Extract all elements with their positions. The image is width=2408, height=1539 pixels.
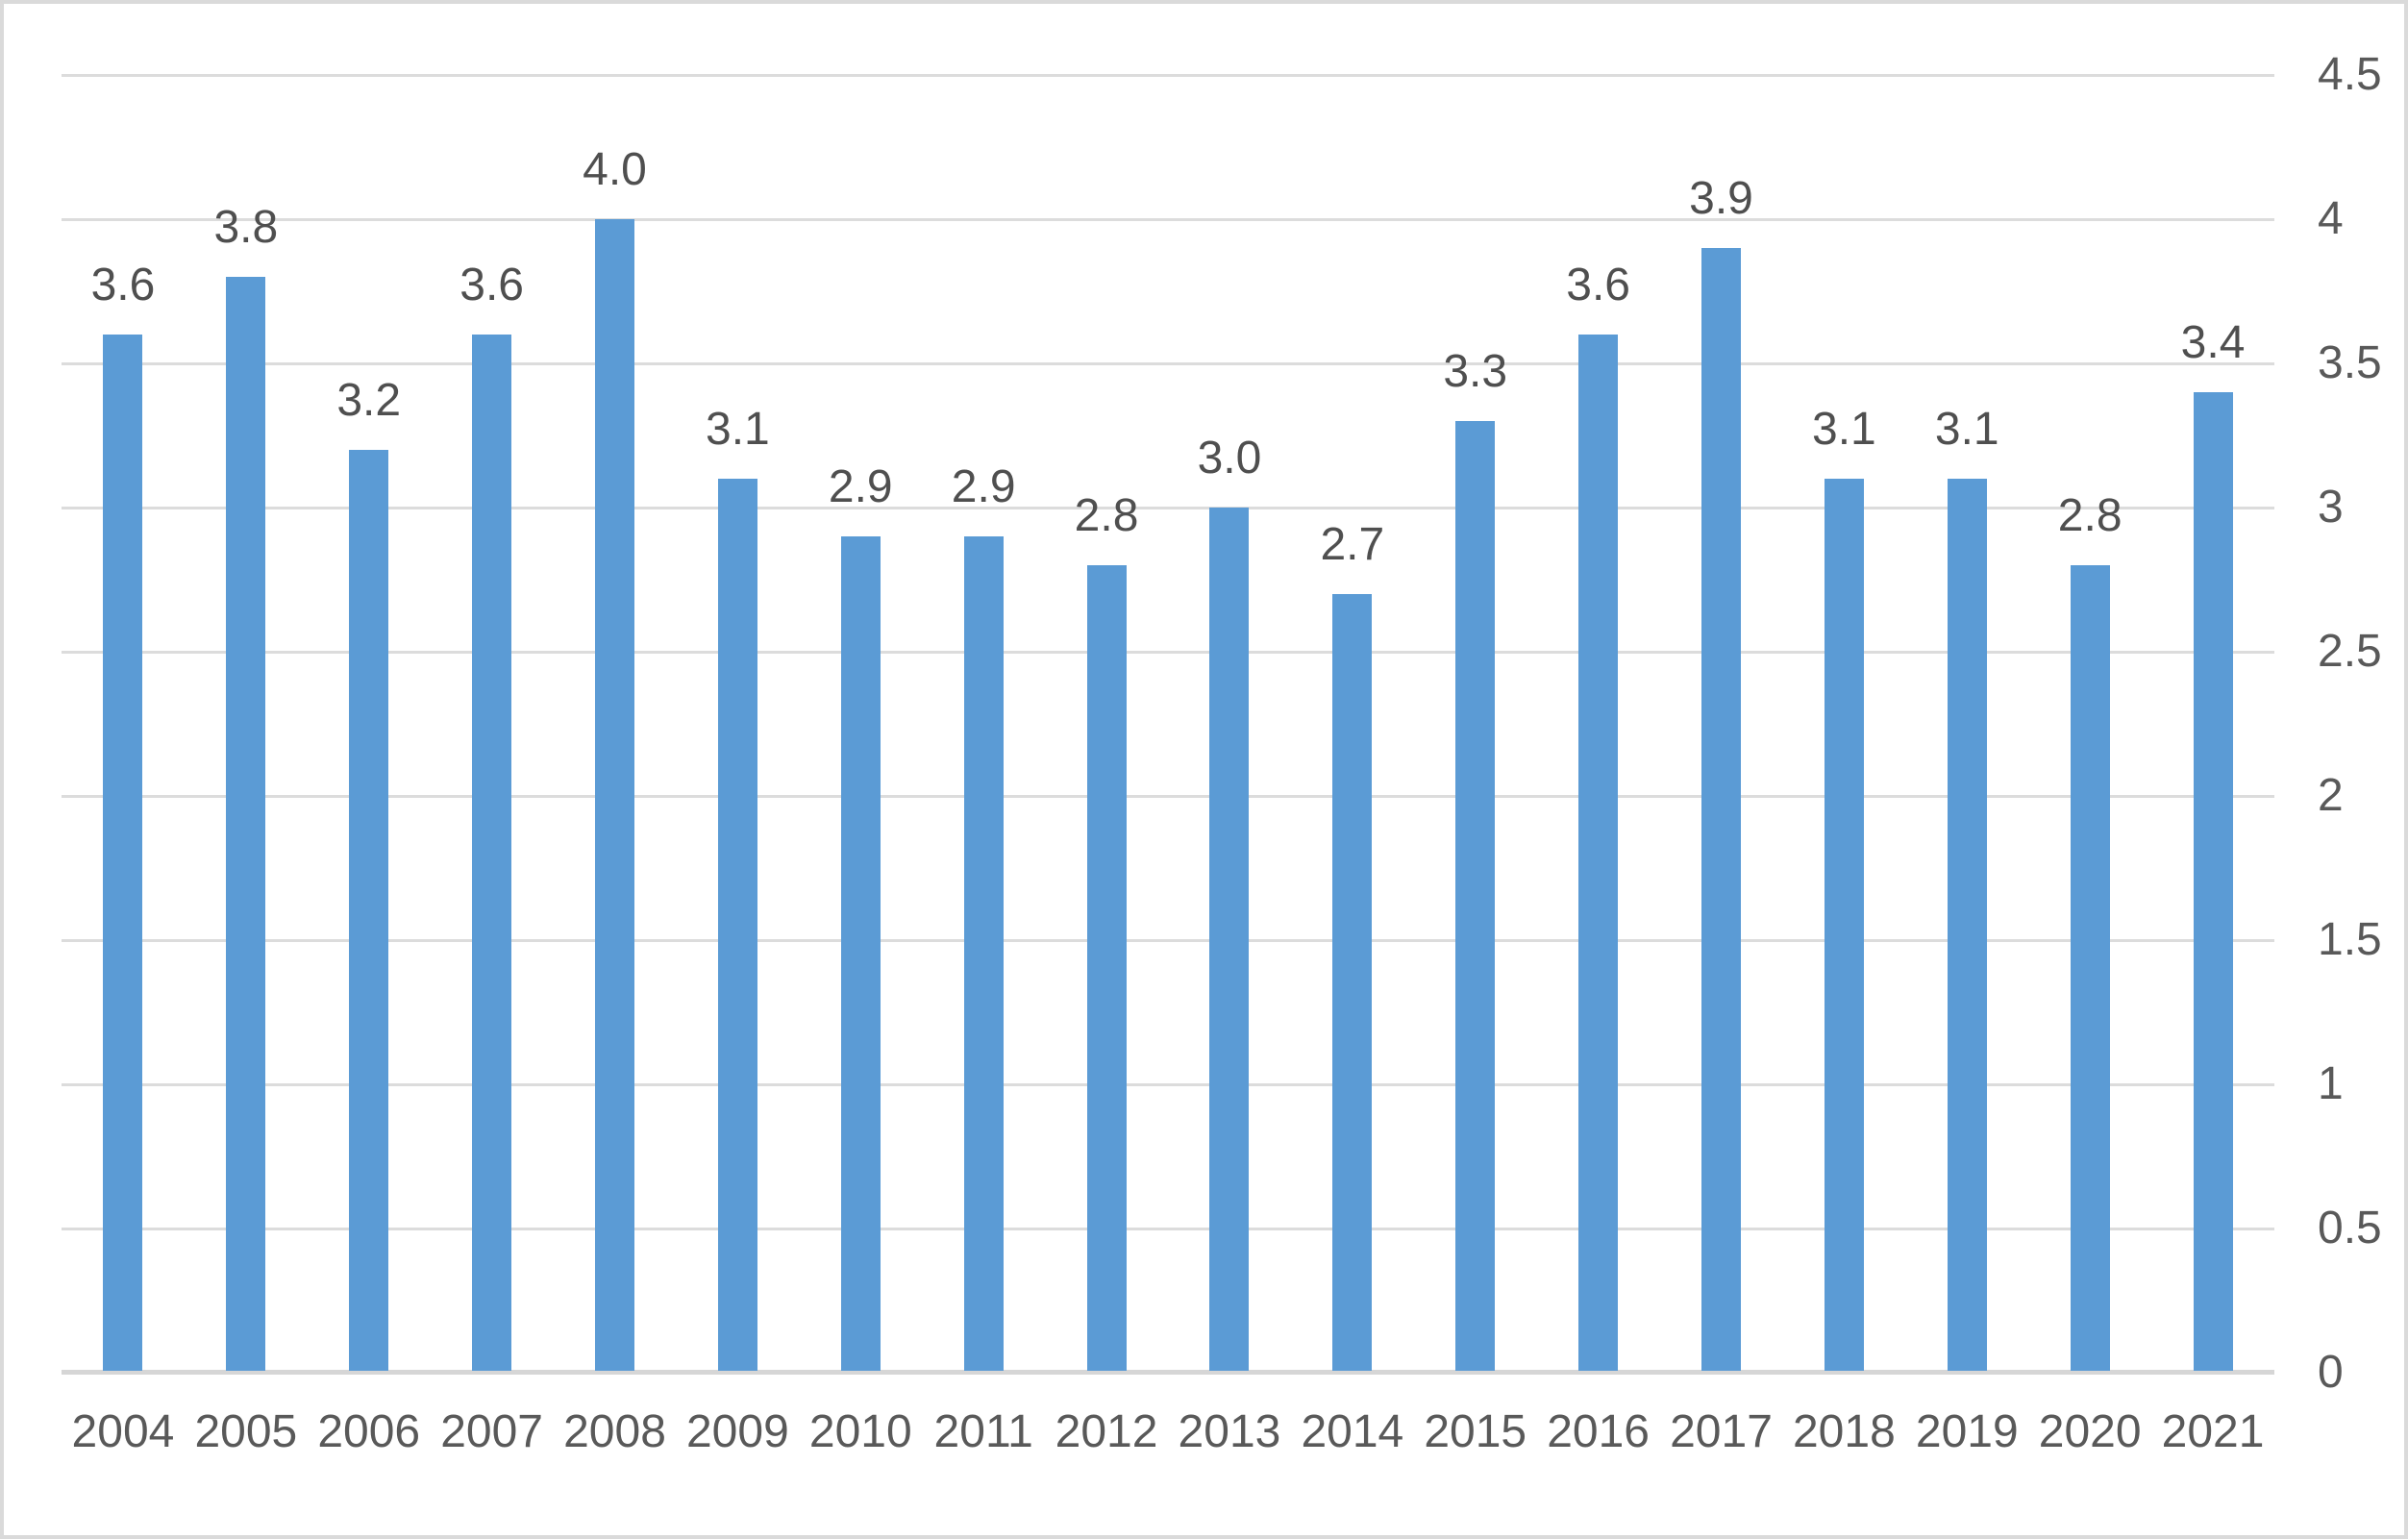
y-axis-label-1: 1 — [2318, 1058, 2344, 1109]
bar-2015 — [1455, 421, 1496, 1371]
bar-2010 — [840, 536, 881, 1371]
data-label-2016: 3.6 — [1566, 260, 1630, 310]
data-label-2006: 3.2 — [336, 375, 402, 426]
gridline — [62, 1228, 2274, 1230]
x-axis-label-2005: 2005 — [194, 1406, 298, 1457]
data-label-2015: 3.3 — [1443, 346, 1508, 397]
x-axis-label-2007: 2007 — [440, 1406, 543, 1457]
gridline — [62, 218, 2274, 221]
data-label-2009: 3.1 — [706, 404, 770, 455]
gridline — [62, 795, 2274, 798]
gridline — [62, 651, 2274, 654]
bar-2005 — [226, 277, 266, 1371]
data-label-2020: 2.8 — [2057, 490, 2123, 541]
data-label-2017: 3.9 — [1689, 173, 1753, 224]
x-axis-label-2009: 2009 — [685, 1406, 789, 1457]
x-axis-label-2004: 2004 — [71, 1406, 175, 1457]
y-axis-label-0: 0 — [2318, 1347, 2344, 1398]
bar-2014 — [1332, 594, 1373, 1371]
y-axis-label-2-5: 2.5 — [2318, 626, 2382, 677]
gridline — [62, 74, 2274, 77]
bar-2008 — [595, 219, 634, 1371]
x-axis-label-2017: 2017 — [1670, 1406, 1773, 1457]
data-label-2018: 3.1 — [1812, 404, 1876, 455]
x-axis-label-2019: 2019 — [1915, 1406, 2019, 1457]
bar-2019 — [1947, 479, 1987, 1371]
gridline — [62, 939, 2274, 942]
y-axis-label-1-5: 1.5 — [2318, 914, 2382, 965]
x-axis-label-2010: 2010 — [808, 1406, 912, 1457]
gridline — [62, 1083, 2274, 1086]
x-axis-label-2021: 2021 — [2161, 1406, 2265, 1457]
data-label-2004: 3.6 — [90, 260, 156, 310]
bar-2009 — [717, 479, 757, 1371]
data-label-2005: 3.8 — [213, 202, 279, 253]
data-label-2014: 2.7 — [1320, 519, 1385, 570]
y-axis-label-4-5: 4.5 — [2318, 49, 2382, 100]
bar-2011 — [963, 536, 1004, 1371]
data-label-2007: 3.6 — [459, 260, 524, 310]
x-axis-line — [62, 1370, 2274, 1375]
y-axis-label-3: 3 — [2318, 482, 2344, 533]
x-axis-label-2016: 2016 — [1547, 1406, 1650, 1457]
bar-2013 — [1209, 508, 1250, 1371]
bar-2018 — [1824, 479, 1864, 1371]
x-axis-label-2015: 2015 — [1424, 1406, 1527, 1457]
bar-2007 — [472, 335, 512, 1371]
x-axis-label-2011: 2011 — [933, 1406, 1033, 1457]
bar-2020 — [2070, 565, 2110, 1371]
data-label-2008: 4.0 — [583, 144, 647, 195]
data-label-2013: 3.0 — [1197, 433, 1262, 484]
x-axis-label-2014: 2014 — [1301, 1406, 1404, 1457]
data-label-2011: 2.9 — [951, 461, 1016, 512]
x-axis-label-2018: 2018 — [1792, 1406, 1896, 1457]
bar-2021 — [2193, 392, 2233, 1371]
x-axis-label-2020: 2020 — [2038, 1406, 2142, 1457]
bar-2017 — [1701, 248, 1741, 1371]
data-label-2012: 2.8 — [1074, 490, 1139, 541]
data-label-2021: 3.4 — [2180, 317, 2246, 368]
bar-2006 — [349, 450, 389, 1371]
bar-2012 — [1086, 565, 1127, 1371]
bar-2016 — [1578, 335, 1619, 1371]
bar-2004 — [103, 335, 143, 1371]
y-axis-label-4: 4 — [2318, 193, 2344, 244]
x-axis-label-2012: 2012 — [1055, 1406, 1158, 1457]
y-axis-label-2: 2 — [2318, 770, 2344, 821]
gridline — [62, 362, 2274, 365]
y-axis-label-3-5: 3.5 — [2318, 337, 2382, 388]
y-axis-label-0-5: 0.5 — [2318, 1203, 2382, 1254]
gridline — [62, 507, 2274, 509]
data-label-2019: 3.1 — [1934, 404, 1999, 455]
data-label-2010: 2.9 — [828, 461, 893, 512]
x-axis-label-2006: 2006 — [317, 1406, 421, 1457]
plot-area: 3.6 2004 3.8 2005 3.2 2006 3.6 2007 4.0 2008 3.1 20… — [4, 4, 2404, 1535]
x-axis-label-2013: 2013 — [1178, 1406, 1281, 1457]
x-axis-label-2008: 2008 — [563, 1406, 666, 1457]
